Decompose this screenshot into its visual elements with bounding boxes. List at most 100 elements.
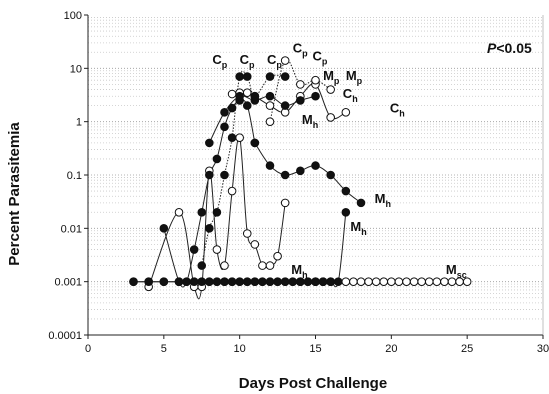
- filled-marker: [265, 72, 275, 81]
- filled-marker: [227, 133, 237, 143]
- filled-marker: [159, 277, 169, 286]
- group-label-main: M: [350, 219, 361, 234]
- series-line: [201, 70, 286, 266]
- x-tick-label: 0: [85, 343, 91, 355]
- group-label-sub: p: [357, 76, 363, 86]
- open-marker: [440, 277, 449, 286]
- group-label: Mp: [323, 68, 340, 86]
- filled-marker: [220, 277, 229, 286]
- x-tick-label: 30: [537, 343, 549, 355]
- filled-marker: [205, 277, 214, 286]
- group-label-sub: sc: [457, 270, 467, 280]
- group-label: Mh: [375, 191, 391, 209]
- open-marker: [371, 277, 381, 286]
- y-tick-label: 0.1: [67, 170, 82, 182]
- open-marker: [432, 277, 442, 286]
- open-marker: [280, 56, 290, 65]
- filled-marker: [235, 277, 244, 286]
- p-value-text: <0.05: [496, 40, 532, 56]
- filled-marker: [311, 161, 320, 170]
- open-marker: [394, 277, 404, 286]
- filled-marker: [326, 170, 335, 180]
- filled-marker: [311, 277, 320, 286]
- open-marker: [424, 277, 434, 286]
- filled-marker: [296, 166, 305, 176]
- group-label-main: M: [302, 112, 313, 127]
- open-marker: [227, 89, 237, 99]
- filled-marker: [326, 277, 335, 286]
- filled-marker: [333, 277, 343, 286]
- filled-marker: [265, 277, 275, 286]
- filled-marker: [250, 91, 260, 101]
- filled-marker: [227, 103, 237, 113]
- group-label-sub: p: [276, 60, 282, 70]
- filled-marker: [189, 245, 199, 254]
- group-label: Mp: [346, 68, 363, 86]
- open-marker: [447, 277, 457, 286]
- group-label-sub: h: [313, 120, 319, 130]
- group-label: Msc: [446, 262, 467, 280]
- x-tick-label: 25: [461, 343, 473, 355]
- filled-marker: [182, 277, 191, 286]
- filled-marker: [220, 170, 229, 180]
- group-label: Cp: [267, 52, 282, 70]
- open-marker: [265, 261, 275, 270]
- group-label-sub: p: [322, 57, 328, 67]
- group-label-sub: h: [352, 94, 358, 104]
- group-label-main: C: [293, 40, 303, 55]
- group-label: Cp: [312, 49, 327, 67]
- open-marker: [379, 277, 389, 286]
- filled-marker: [235, 72, 244, 81]
- group-label-main: C: [343, 86, 353, 101]
- filled-marker: [242, 72, 252, 81]
- filled-marker: [129, 277, 138, 286]
- group-label: Mh: [350, 219, 366, 237]
- filled-marker: [197, 277, 207, 286]
- filled-marker: [189, 277, 199, 286]
- filled-marker: [265, 161, 275, 170]
- series-line: [163, 99, 256, 288]
- group-label-sub: p: [334, 76, 340, 86]
- filled-marker: [318, 277, 328, 286]
- open-marker: [417, 277, 426, 286]
- group-label-main: C: [390, 100, 400, 115]
- open-marker: [409, 277, 419, 286]
- filled-marker: [341, 207, 351, 217]
- filled-marker: [144, 277, 153, 286]
- group-label: Cp: [240, 52, 255, 70]
- open-marker: [341, 277, 351, 286]
- filled-marker: [311, 91, 320, 101]
- filled-marker: [205, 224, 214, 233]
- filled-marker: [174, 277, 184, 286]
- filled-marker: [220, 107, 229, 117]
- group-label: Mh: [291, 262, 307, 280]
- filled-marker: [205, 170, 214, 180]
- x-tick-label: 15: [309, 343, 321, 355]
- y-tick-label: 0.001: [54, 277, 82, 289]
- open-marker: [242, 229, 252, 238]
- open-marker: [265, 101, 275, 110]
- gridlines: [88, 17, 543, 336]
- y-tick-label: 1: [76, 117, 82, 129]
- group-label-sub: h: [302, 270, 308, 280]
- filled-marker: [242, 101, 252, 110]
- filled-marker: [280, 72, 290, 81]
- filled-marker: [212, 207, 222, 217]
- axes: 0 5 10 15 20 25 30 0.0001 0.001 0.01 0.1 1 10 100: [48, 10, 549, 355]
- filled-marker: [258, 277, 267, 286]
- filled-marker: [250, 138, 260, 148]
- open-marker: [311, 75, 320, 85]
- open-marker: [296, 80, 305, 89]
- group-label-main: M: [323, 68, 334, 83]
- open-marker: [326, 113, 335, 122]
- y-tick-label: 10: [70, 63, 82, 75]
- x-tick-label: 20: [385, 343, 397, 355]
- filled-marker: [159, 224, 169, 233]
- open-marker: [265, 117, 275, 126]
- x-tick-label: 5: [161, 343, 167, 355]
- open-marker: [402, 277, 411, 286]
- group-label-main: M: [291, 262, 302, 277]
- group-label-main: C: [312, 49, 322, 64]
- group-label: Cp: [293, 40, 308, 58]
